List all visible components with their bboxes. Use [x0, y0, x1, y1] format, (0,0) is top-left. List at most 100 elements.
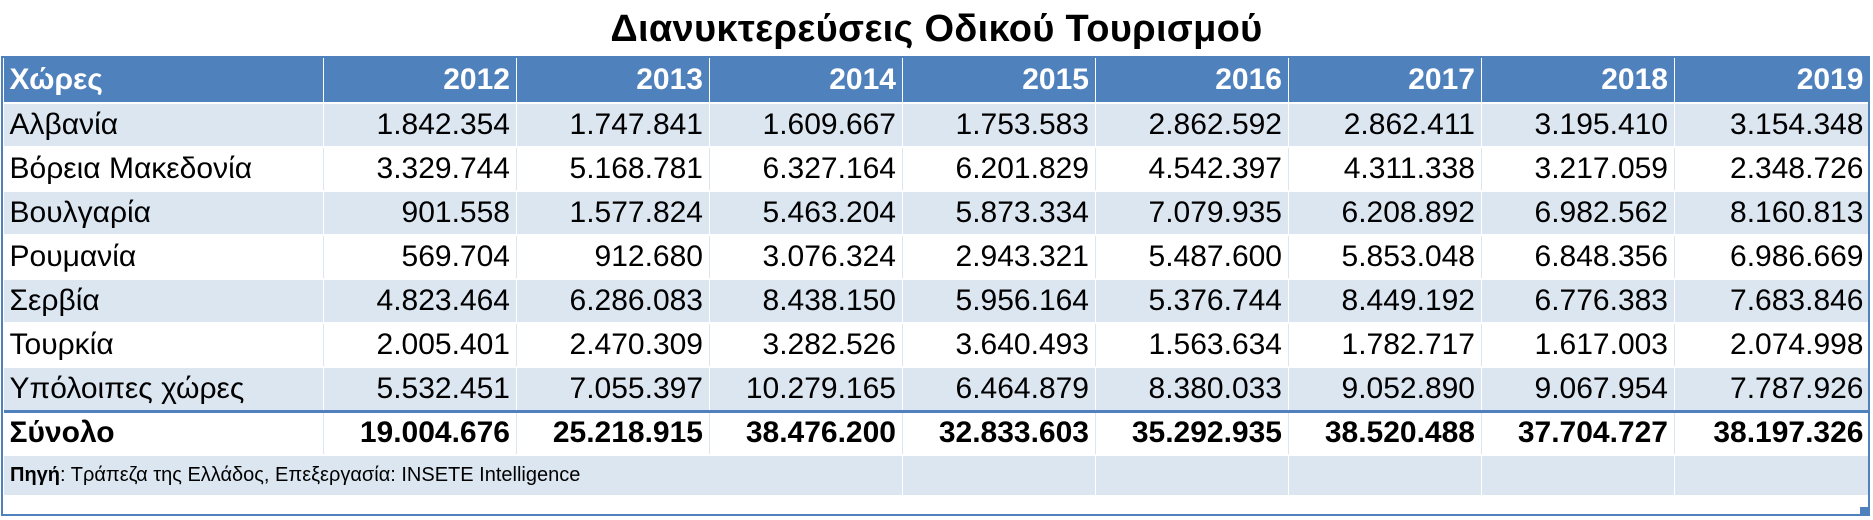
table-row: Βουλγαρία 901.558 1.577.824 5.463.204 5.…: [3, 191, 1870, 236]
cell-value: 3.217.059: [1481, 147, 1675, 192]
row-country: Αλβανία: [3, 103, 324, 148]
table-row: Υπόλοιπες χώρες 5.532.451 7.055.397 10.2…: [3, 367, 1870, 412]
cell-value: 4.542.397: [1095, 147, 1289, 192]
empty-cell: [902, 454, 1096, 497]
table-title: Διανυκτερεύσεις Οδικού Τουρισμού: [610, 8, 1263, 50]
total-row: Σύνολο 19.004.676 25.218.915 38.476.200 …: [3, 409, 1870, 456]
cell-value: 10.279.165: [709, 367, 903, 412]
total-value: 32.833.603: [902, 409, 1096, 456]
row-country: Υπόλοιπες χώρες: [3, 367, 324, 412]
cell-value: 7.079.935: [1095, 191, 1289, 236]
row-country: Βουλγαρία: [3, 191, 324, 236]
source-row: Πηγή: Τράπεζα της Ελλάδος, Επεξεργασία: …: [3, 454, 1870, 497]
cell-value: 1.747.841: [516, 103, 710, 148]
cell-value: 2.943.321: [902, 235, 1096, 280]
cell-value: 8.438.150: [709, 279, 903, 324]
header-year: 2016: [1095, 58, 1289, 104]
cell-value: 5.168.781: [516, 147, 710, 192]
cell-value: 6.464.879: [902, 367, 1096, 412]
header-year: 2019: [1674, 58, 1870, 104]
row-country: Βόρεια Μακεδονία: [3, 147, 324, 192]
table-row: Σερβία 4.823.464 6.286.083 8.438.150 5.9…: [3, 279, 1870, 324]
source-note: Πηγή: Τράπεζα της Ελλάδος, Επεξεργασία: …: [3, 454, 903, 497]
total-value: 25.218.915: [516, 409, 710, 456]
overnight-stays-table: Χώρες 2012 2013 2014 2015 2016 2017 2018…: [3, 58, 1870, 497]
cell-value: 2.074.998: [1674, 323, 1870, 368]
cell-value: 4.311.338: [1288, 147, 1482, 192]
cell-value: 5.956.164: [902, 279, 1096, 324]
empty-cell: [1674, 454, 1870, 497]
cell-value: 8.160.813: [1674, 191, 1870, 236]
cell-value: 6.208.892: [1288, 191, 1482, 236]
cell-value: 7.683.846: [1674, 279, 1870, 324]
cell-value: 6.776.383: [1481, 279, 1675, 324]
header-year: 2015: [902, 58, 1096, 104]
cell-value: 4.823.464: [323, 279, 517, 324]
empty-cell: [1481, 454, 1675, 497]
row-country: Ρουμανία: [3, 235, 324, 280]
table-row: Ρουμανία 569.704 912.680 3.076.324 2.943…: [3, 235, 1870, 280]
source-text: : Τράπεζα της Ελλάδος, Επεξεργασία: INSE…: [60, 464, 581, 486]
cell-value: 2.348.726: [1674, 147, 1870, 192]
empty-cell: [1095, 454, 1289, 497]
cell-value: 569.704: [323, 235, 517, 280]
cell-value: 912.680: [516, 235, 710, 280]
cell-value: 1.842.354: [323, 103, 517, 148]
header-year: 2012: [323, 58, 517, 104]
resize-handle[interactable]: [1860, 507, 1868, 515]
cell-value: 1.617.003: [1481, 323, 1675, 368]
cell-value: 7.055.397: [516, 367, 710, 412]
cell-value: 1.782.717: [1288, 323, 1482, 368]
cell-value: 2.862.411: [1288, 103, 1482, 148]
header-year: 2014: [709, 58, 903, 104]
total-value: 37.704.727: [1481, 409, 1675, 456]
cell-value: 3.076.324: [709, 235, 903, 280]
cell-value: 5.463.204: [709, 191, 903, 236]
cell-value: 7.787.926: [1674, 367, 1870, 412]
cell-value: 5.532.451: [323, 367, 517, 412]
table-row: Τουρκία 2.005.401 2.470.309 3.282.526 3.…: [3, 323, 1870, 368]
source-label: Πηγή: [10, 464, 60, 486]
cell-value: 3.640.493: [902, 323, 1096, 368]
cell-value: 1.577.824: [516, 191, 710, 236]
header-year: 2017: [1288, 58, 1482, 104]
table-row: Αλβανία 1.842.354 1.747.841 1.609.667 1.…: [3, 103, 1870, 148]
header-year: 2013: [516, 58, 710, 104]
total-value: 38.520.488: [1288, 409, 1482, 456]
header-country: Χώρες: [3, 58, 324, 104]
cell-value: 1.609.667: [709, 103, 903, 148]
total-value: 35.292.935: [1095, 409, 1289, 456]
cell-value: 3.282.526: [709, 323, 903, 368]
cell-value: 6.848.356: [1481, 235, 1675, 280]
cell-value: 3.329.744: [323, 147, 517, 192]
cell-value: 2.862.592: [1095, 103, 1289, 148]
total-value: 19.004.676: [323, 409, 517, 456]
cell-value: 5.853.048: [1288, 235, 1482, 280]
header-row: Χώρες 2012 2013 2014 2015 2016 2017 2018…: [3, 58, 1870, 104]
cell-value: 5.487.600: [1095, 235, 1289, 280]
cell-value: 5.376.744: [1095, 279, 1289, 324]
total-value: 38.476.200: [709, 409, 903, 456]
table-row: Βόρεια Μακεδονία 3.329.744 5.168.781 6.3…: [3, 147, 1870, 192]
cell-value: 9.067.954: [1481, 367, 1675, 412]
cell-value: 6.201.829: [902, 147, 1096, 192]
empty-cell: [1288, 454, 1482, 497]
cell-value: 8.449.192: [1288, 279, 1482, 324]
total-value: 38.197.326: [1674, 409, 1870, 456]
cell-value: 3.195.410: [1481, 103, 1675, 148]
cell-value: 6.286.083: [516, 279, 710, 324]
cell-value: 5.873.334: [902, 191, 1096, 236]
cell-value: 3.154.348: [1674, 103, 1870, 148]
header-year: 2018: [1481, 58, 1675, 104]
cell-value: 6.982.562: [1481, 191, 1675, 236]
cell-value: 6.327.164: [709, 147, 903, 192]
cell-value: 9.052.890: [1288, 367, 1482, 412]
row-country: Σερβία: [3, 279, 324, 324]
cell-value: 901.558: [323, 191, 517, 236]
total-label: Σύνολο: [3, 409, 324, 456]
cell-value: 8.380.033: [1095, 367, 1289, 412]
cell-value: 6.986.669: [1674, 235, 1870, 280]
cell-value: 2.470.309: [516, 323, 710, 368]
cell-value: 2.005.401: [323, 323, 517, 368]
